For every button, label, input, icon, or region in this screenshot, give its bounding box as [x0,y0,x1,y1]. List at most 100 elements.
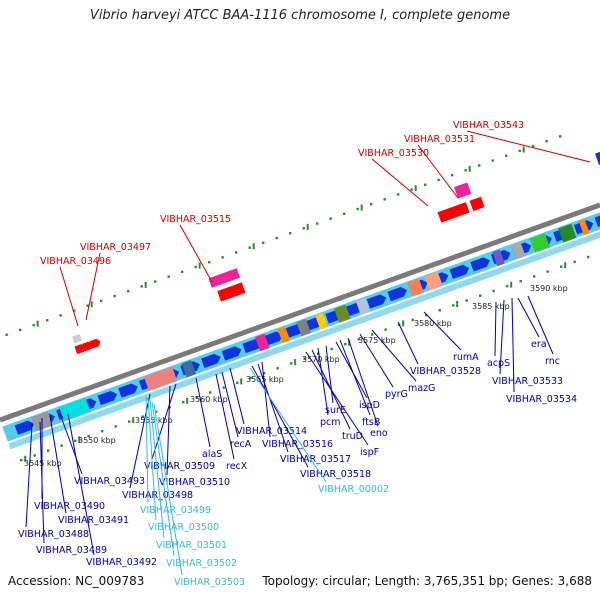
bottom-gene-label: VIBHAR_03499 [140,505,211,516]
guide-dot [451,304,455,307]
guide-dot [464,169,467,172]
guide-dot [383,198,386,201]
leader-line [145,395,149,504]
guide-dot [222,386,225,389]
guide-dot [504,154,508,157]
gene-block [334,304,351,323]
upper-features [72,143,600,355]
gene-arrow-red [437,202,470,223]
guide-dot [114,425,117,428]
scale-label: 3570 kbp [302,355,340,364]
guide-dot [208,391,212,394]
accession-text: Accession: NC_009783 [8,574,145,588]
top-gene-label: VIBHAR_03496 [40,256,111,267]
bottom-gene-label: mazG [408,383,435,394]
gene-arrow-red [89,338,101,349]
leader-line [466,130,591,163]
leader-line [179,224,213,283]
leader-line [423,311,462,351]
guide-dot [181,400,185,404]
outer-dotted-track [5,135,562,336]
bottom-gene-label: pyrG [385,389,408,400]
bottom-gene-label: VIBHAR_03493 [74,476,145,487]
leader-line [153,403,183,576]
leader-line [49,415,67,514]
bottom-gene-label: recX [226,461,248,472]
bottom-gene-label: VIBHAR_03490 [34,501,105,512]
gene-block [558,223,577,243]
guide-dot [532,275,536,278]
bottom-gene-label: VIBHAR_03518 [300,469,371,480]
guide-dot [424,313,428,317]
guide-dot [276,367,279,370]
guide-dot [73,439,77,443]
guide-dot [302,227,305,230]
guide-dot [438,309,441,312]
bottom-gene-label: VIBHAR_03514 [236,426,307,437]
gene-arrow [366,294,387,309]
bottom-gene-label: VIBHAR_00002 [318,484,389,495]
bottom-gene-label: eno [370,428,388,439]
bottom-gene-label: ispD [359,400,380,411]
guide-dot [261,241,265,245]
bottom-gene-label: VIBHAR_03502 [166,558,237,569]
guide-dot [113,294,116,298]
guide-dot [423,183,427,186]
gene-block [72,334,83,344]
bottom-gene-label: VIBHAR_03488 [18,529,89,540]
guide-dot [477,164,481,167]
leader-line [59,266,79,327]
guide-dot [72,309,76,312]
leader-line [347,337,379,427]
guide-dot [99,299,103,303]
leader-line [417,144,459,199]
guide-dot [195,396,198,399]
guide-dot [396,193,400,196]
guide-dot [519,280,522,283]
leader-line [85,252,101,321]
footer: Accession: NC_009783 Topology: circular;… [8,574,592,588]
guide-dot [248,246,251,249]
guide-dot [559,265,563,268]
leader-line [39,421,45,544]
scale-label: 3560 kbp [190,395,228,404]
guide-dot [33,454,36,457]
gene-arrow [118,383,138,398]
leader-line [215,373,235,460]
bottom-gene-label: VIBHAR_03528 [410,366,481,377]
guide-dot [329,217,332,220]
leader-line [527,295,554,355]
bottom-gene-label: acpS [487,358,510,369]
guide-dot [87,434,90,438]
leader-line [317,347,329,416]
guide-dot [546,270,549,273]
guide-dot [370,333,374,336]
guide-dot [275,236,278,240]
guide-dot [465,299,468,302]
gene-arrow [595,143,600,165]
guide-dot [437,178,440,182]
guide-dot [59,314,62,317]
scale-label: 3555 kbp [135,416,173,425]
guide-dot [234,251,238,254]
leader-line [359,333,394,388]
guide-dot [60,444,63,447]
guide-dot [330,347,333,351]
gene-block [355,297,371,316]
bottom-gene-label: VIBHAR_03498 [122,490,193,501]
genome-summary-text: Topology: circular; Length: 3,765,351 bp… [262,574,592,588]
gene-arrow [387,287,408,302]
gene-track [2,211,600,450]
bottom-gene-label: VIBHAR_03501 [156,540,227,551]
guide-dot [180,270,184,274]
guide-dot [154,410,158,414]
scale-label: 3550 kbp [78,436,116,445]
gene-block [529,233,550,253]
gene-block [59,397,91,422]
map-title: Vibrio harveyi ATCC BAA-1116 chromosome … [89,8,511,23]
bottom-gene-label: VIBHAR_03503 [174,577,245,588]
guide-dot [450,173,454,177]
guide-dot [167,275,170,278]
leader-line [397,321,419,365]
gene-block [578,219,590,236]
